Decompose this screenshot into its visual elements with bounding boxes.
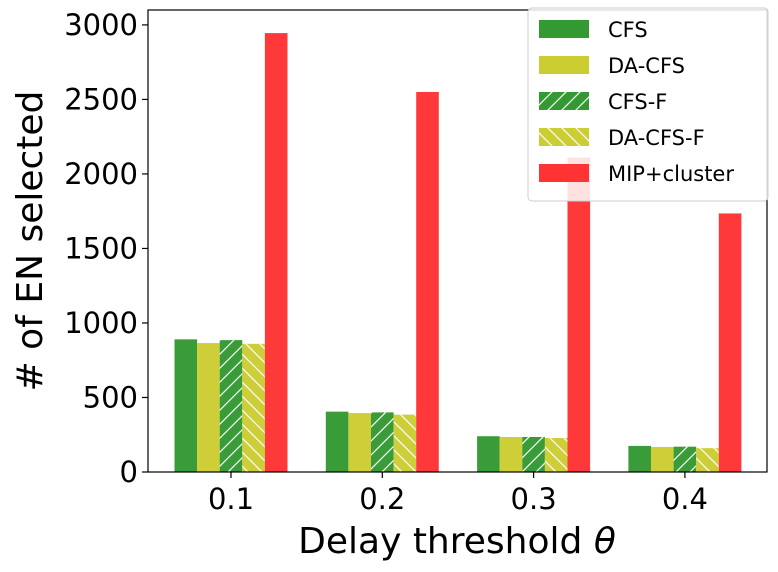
y-tick-label: 500 xyxy=(83,380,138,414)
x-tick-label: 0.3 xyxy=(511,482,557,516)
bar-hatch-cfs-f-0.1 xyxy=(219,340,243,472)
legend-label-da-cfs: DA-CFS xyxy=(608,54,685,78)
bar-cfs-0.2 xyxy=(325,411,349,472)
bar-da-cfs-0.1 xyxy=(197,343,220,472)
bar-hatch-da-cfs-f-0.2 xyxy=(393,414,417,472)
legend-label-cfs: CFS xyxy=(608,18,648,42)
legend-swatch-da-cfs xyxy=(539,56,589,74)
y-tick-label: 0 xyxy=(120,455,138,489)
bar-cfs-0.3 xyxy=(477,436,500,472)
legend-swatch-mip-cluster xyxy=(539,164,589,182)
legend-swatch-hatch-da-cfs-f xyxy=(539,128,589,146)
y-axis-title: # of EN selected xyxy=(10,91,51,392)
legend-swatch-hatch-cfs-f xyxy=(539,92,589,110)
bars-group xyxy=(174,33,742,473)
legend-swatch-cfs xyxy=(539,20,589,38)
bar-da-cfs-0.3 xyxy=(499,436,523,472)
y-axis: 0 500 1000 1500 2000 2500 3000 xyxy=(64,8,148,489)
bar-hatch-da-cfs-f-0.4 xyxy=(696,448,719,472)
legend-label-cfs-f: CFS-F xyxy=(608,90,667,114)
bar-mip-cluster-0.3 xyxy=(567,157,591,472)
bar-cfs-0.1 xyxy=(174,339,198,472)
bar-cfs-0.4 xyxy=(628,445,651,472)
y-tick-label: 2000 xyxy=(64,157,138,191)
bar-hatch-cfs-f-0.2 xyxy=(371,412,394,472)
bar-hatch-da-cfs-f-0.1 xyxy=(242,343,265,472)
bar-da-cfs-0.4 xyxy=(651,446,674,472)
bar-hatch-da-cfs-f-0.3 xyxy=(544,438,568,472)
x-axis-title: Delay threshold θ xyxy=(298,521,616,562)
legend: CFS DA-CFS CFS-F DA-CFS-F MIP+cluster xyxy=(527,7,769,202)
bar-mip-cluster-0.2 xyxy=(416,91,439,472)
legend-label-mip-cluster: MIP+cluster xyxy=(608,162,734,186)
x-tick-label: 0.1 xyxy=(208,482,254,516)
y-tick-label: 1500 xyxy=(64,231,138,265)
y-tick-label: 3000 xyxy=(64,8,138,42)
y-tick-label: 1000 xyxy=(64,306,138,340)
plot-frame xyxy=(147,9,768,473)
x-tick-label: 0.2 xyxy=(359,482,405,516)
bar-hatch-cfs-f-0.3 xyxy=(522,436,545,472)
x-axis: 0.1 0.2 0.3 0.4 xyxy=(208,472,708,516)
y-tick-label: 2500 xyxy=(64,82,138,116)
x-tick-label: 0.4 xyxy=(662,482,708,516)
bar-mip-cluster-0.1 xyxy=(264,33,288,472)
legend-label-da-cfs-f: DA-CFS-F xyxy=(608,126,705,150)
bar-hatch-cfs-f-0.4 xyxy=(673,446,697,472)
bar-da-cfs-0.2 xyxy=(348,413,371,472)
bar-mip-cluster-0.4 xyxy=(718,213,742,473)
